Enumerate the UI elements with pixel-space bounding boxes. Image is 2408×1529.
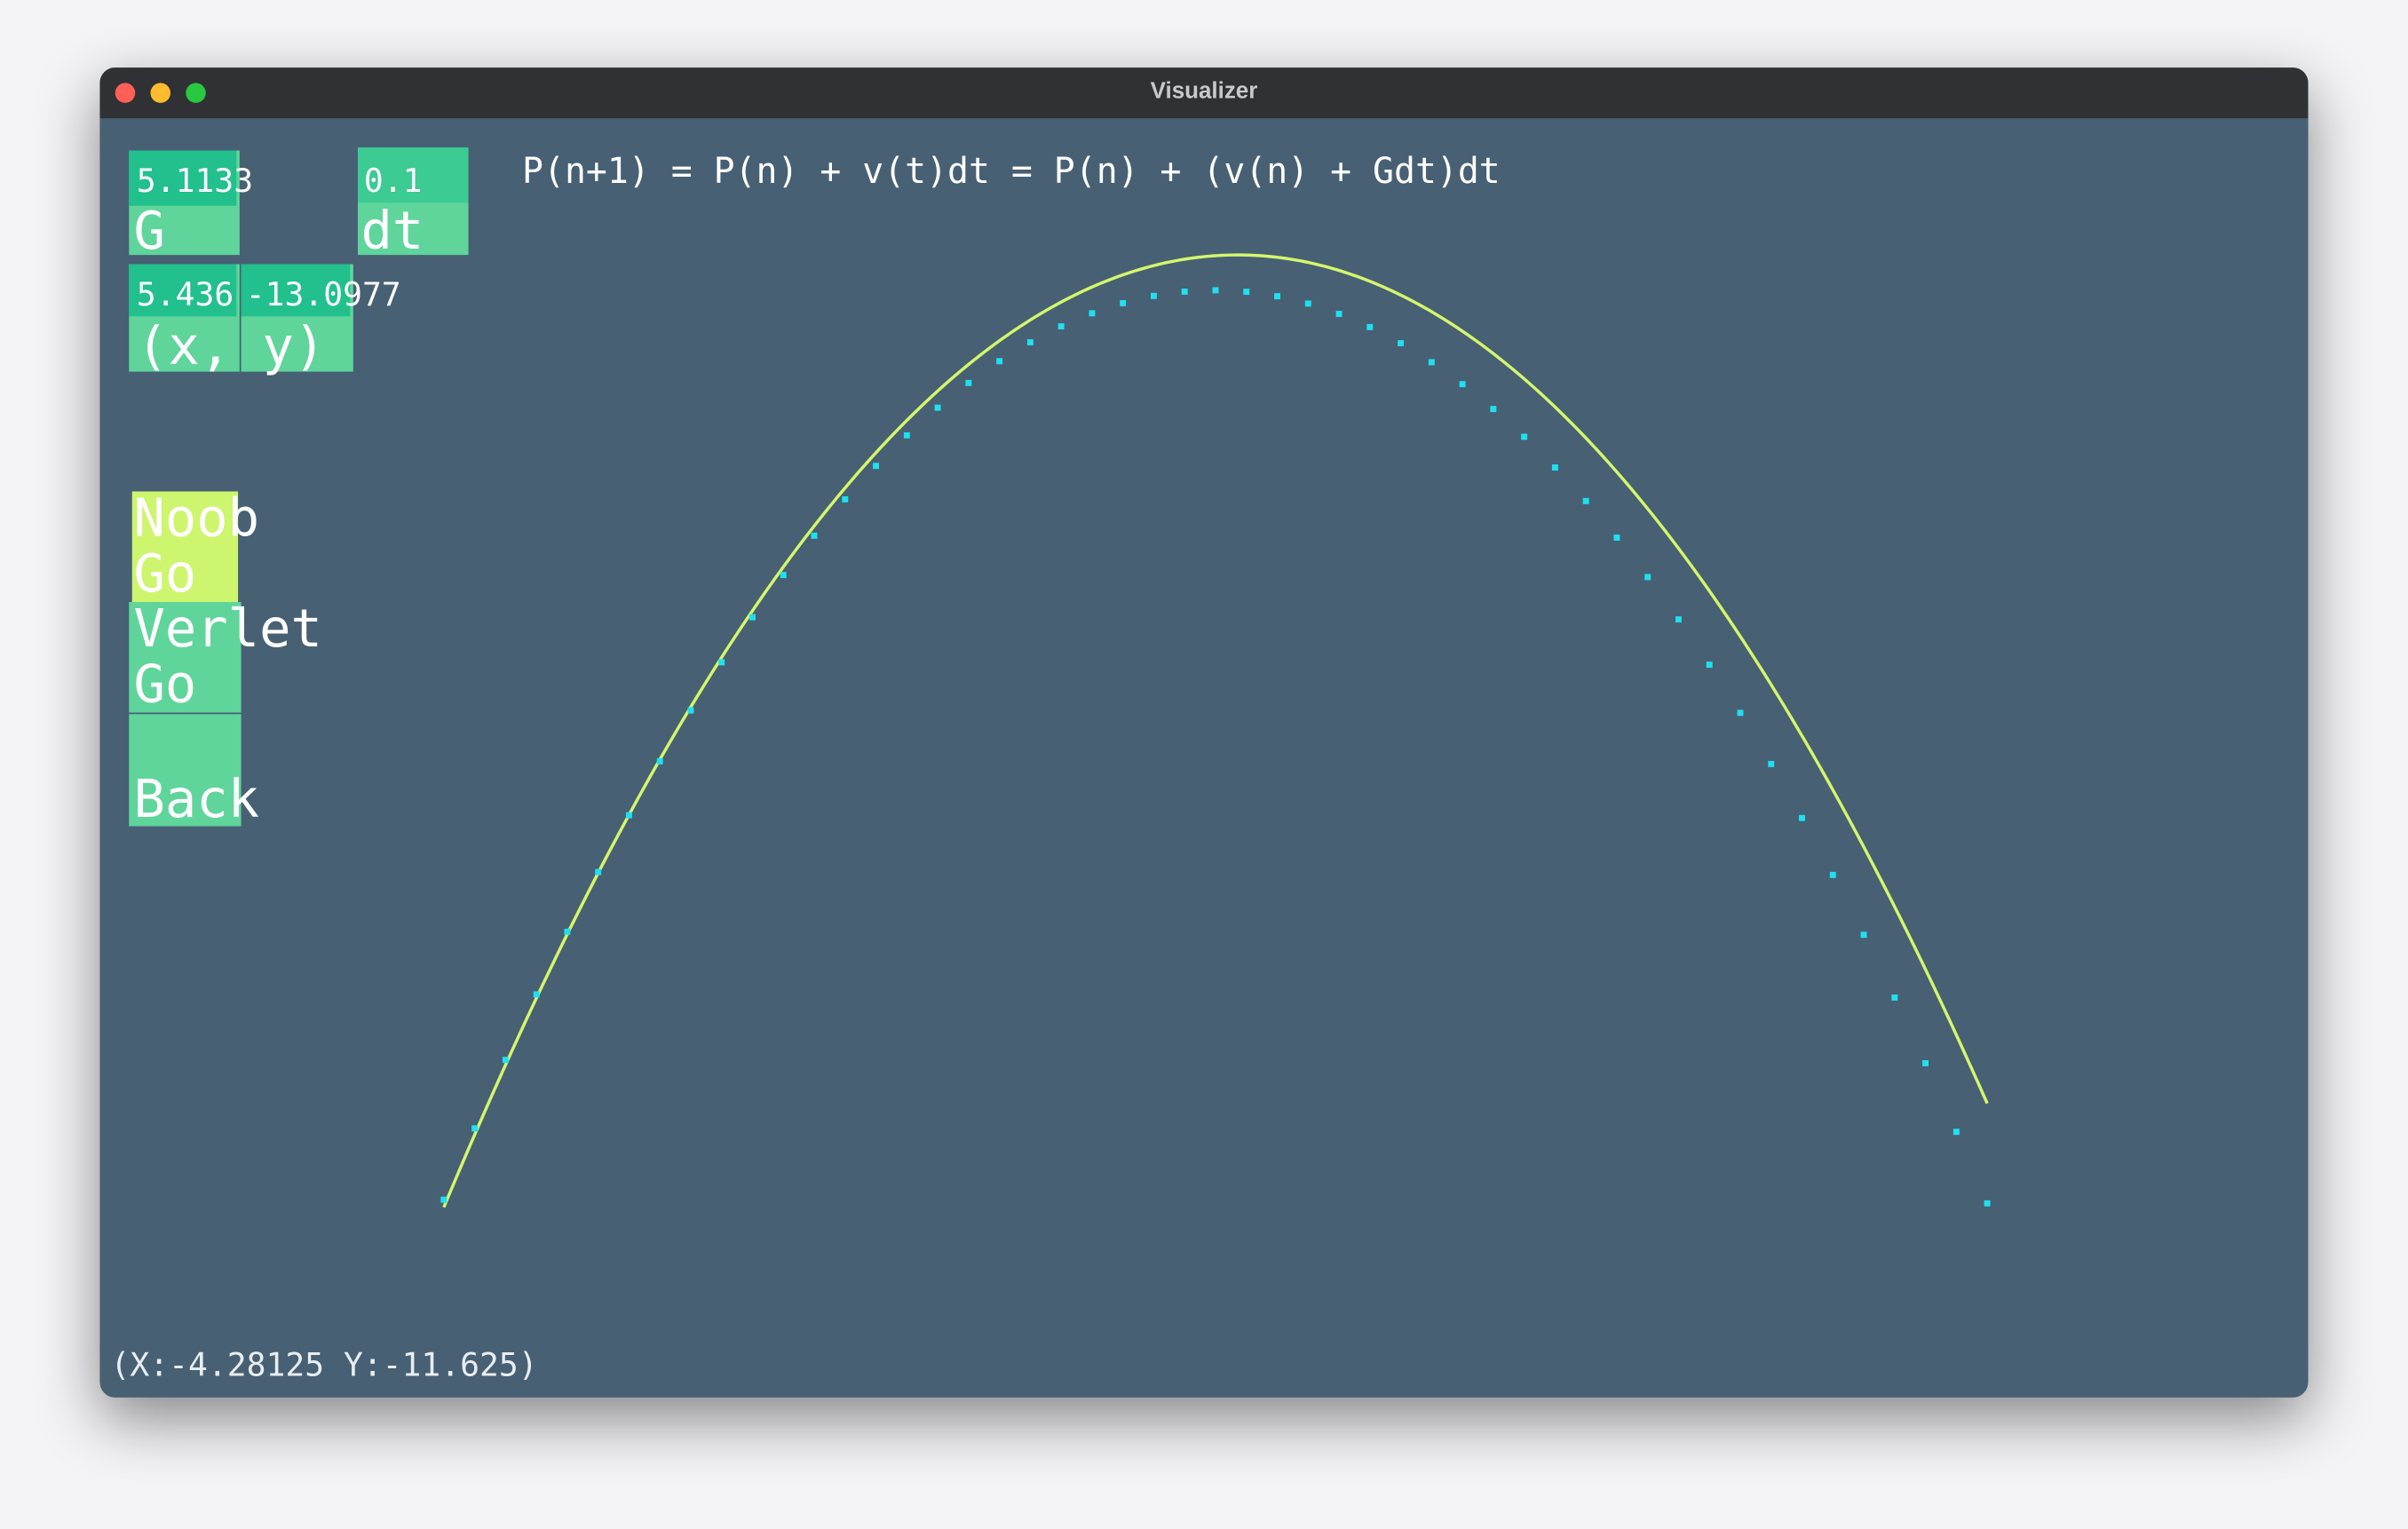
sim-point	[1860, 931, 1867, 939]
sim-point	[471, 1125, 479, 1132]
sim-point	[1150, 292, 1157, 299]
sim-point	[1829, 871, 1836, 878]
sim-point	[965, 379, 972, 386]
trajectory-plot	[440, 253, 1991, 1208]
sim-point	[1582, 497, 1589, 504]
x-field[interactable]	[129, 264, 240, 372]
sim-point	[1366, 323, 1374, 330]
sim-point	[1274, 293, 1280, 300]
sim-point	[1922, 1059, 1929, 1066]
sim-point	[873, 463, 880, 470]
sim-point	[1212, 287, 1219, 294]
sim-point	[1120, 299, 1127, 306]
minimize-button[interactable]	[150, 83, 170, 103]
sim-point	[780, 572, 787, 579]
sim-point	[564, 928, 571, 935]
sim-point	[656, 758, 663, 764]
g-label: G	[133, 201, 165, 263]
sim-point	[842, 495, 849, 503]
position-label: (x, y)	[136, 316, 326, 378]
sim-point	[903, 432, 910, 439]
status-text: (X:-4.28125 Y:-11.625)	[110, 1346, 538, 1384]
sim-point	[1243, 289, 1250, 296]
sim-point	[1398, 340, 1405, 346]
x-value: 5.436	[136, 276, 234, 313]
sim-point	[1891, 994, 1898, 1001]
verlet-go-button[interactable]	[129, 601, 242, 713]
sim-point	[1459, 381, 1466, 388]
zoom-button[interactable]	[186, 83, 206, 103]
close-button[interactable]	[115, 83, 136, 103]
noob-go-button[interactable]	[131, 491, 239, 602]
window-title: Visualizer	[1150, 78, 1258, 105]
button-text: Back	[133, 769, 260, 831]
y-field[interactable]	[241, 264, 353, 372]
sim-point	[533, 991, 540, 998]
window: Visualizer P(n+1) = P(n) + v(t)dt = P(n)…	[99, 67, 2309, 1398]
title-bar: Visualizer	[99, 67, 2309, 119]
sim-point	[502, 1057, 509, 1064]
sim-point	[749, 614, 756, 621]
sim-point	[811, 532, 818, 539]
sim-point	[1984, 1200, 1991, 1207]
button-text: Go	[133, 654, 197, 716]
dt-label: dt	[360, 201, 424, 263]
sim-point	[1089, 310, 1096, 317]
y-value: -13.0977	[245, 276, 401, 313]
formula: P(n+1) = P(n) + v(t)dt = P(n) + (v(n) + …	[522, 152, 1501, 193]
sim-point	[1490, 406, 1497, 413]
sim-point	[1644, 574, 1652, 581]
sim-point	[1768, 760, 1775, 767]
analytic-curve	[442, 253, 1989, 1208]
back-button[interactable]	[129, 714, 242, 827]
sim-point	[1953, 1129, 1960, 1136]
g-field[interactable]	[129, 150, 240, 256]
button-text: Verlet	[133, 598, 322, 661]
sim-point	[595, 868, 602, 875]
g-value: 5.1133	[136, 162, 254, 200]
sim-point	[1613, 535, 1620, 541]
sim-point	[687, 707, 694, 714]
sim-point	[1335, 311, 1343, 317]
sim-point	[1799, 814, 1805, 821]
sim-point	[1675, 616, 1682, 623]
sim-point	[440, 1196, 448, 1203]
sim-point	[1551, 464, 1558, 471]
dt-field[interactable]	[357, 147, 469, 256]
sim-point	[1026, 339, 1034, 345]
button-text: Go	[133, 543, 197, 606]
sim-point	[996, 358, 1003, 365]
sim-point	[1181, 288, 1188, 295]
sim-point	[1428, 359, 1435, 366]
dt-value: 0.1	[363, 162, 423, 200]
sim-point	[625, 812, 632, 819]
sim-point	[1304, 300, 1311, 307]
sim-point	[934, 404, 941, 411]
sim-point	[1737, 709, 1744, 717]
sim-point	[1521, 433, 1528, 440]
sim-point	[1057, 323, 1065, 329]
button-text: Noob	[133, 488, 260, 551]
sim-point	[718, 659, 725, 666]
sim-point	[1706, 662, 1713, 669]
